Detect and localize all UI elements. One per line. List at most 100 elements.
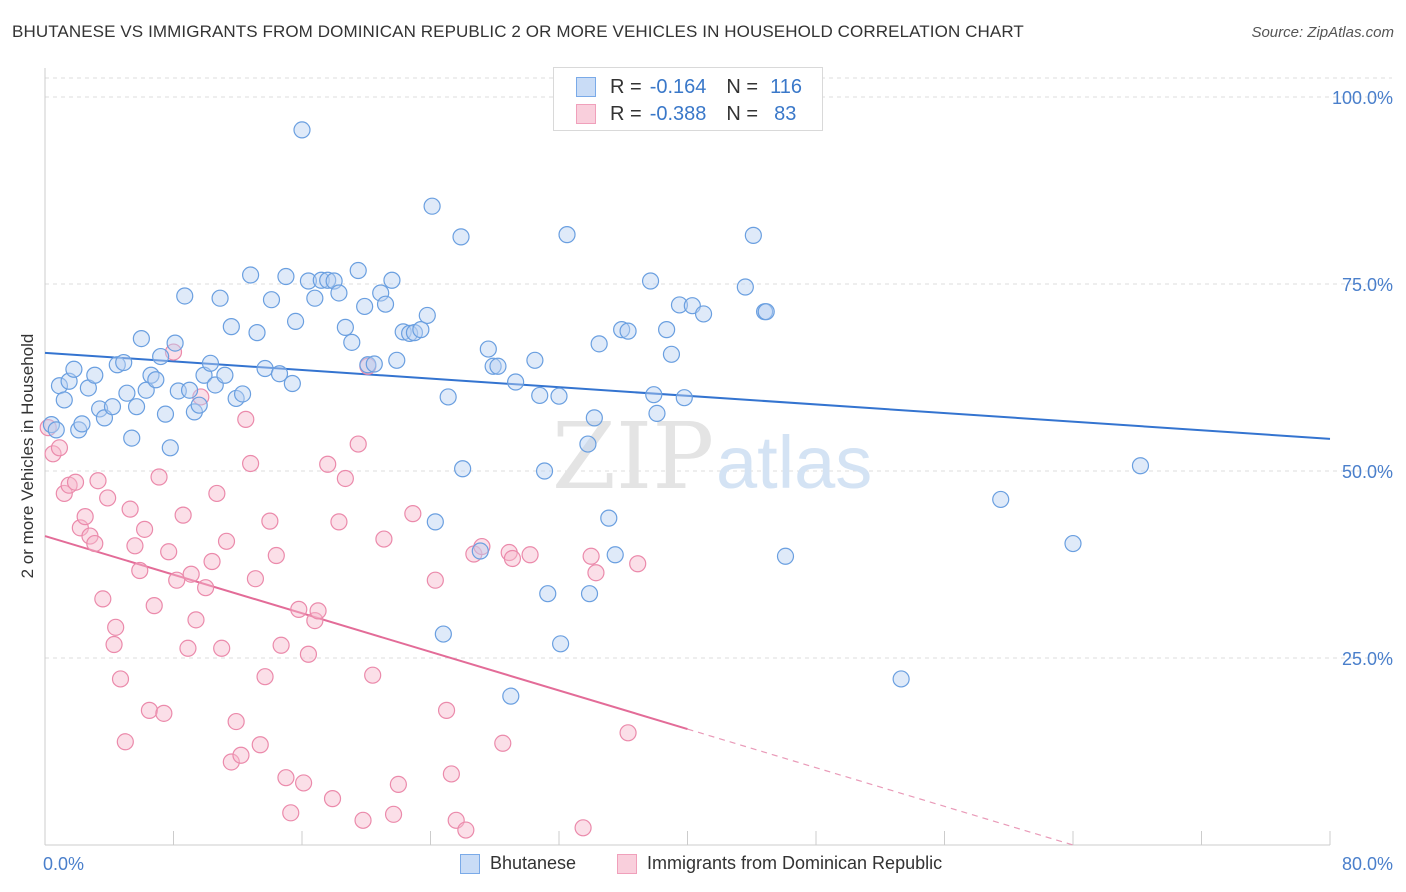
bhutanese-point	[166, 334, 184, 352]
bhutanese-point	[744, 226, 762, 244]
watermark-zip: ZIP	[552, 403, 714, 510]
dominican-point	[217, 532, 236, 550]
bhutanese-point	[299, 272, 318, 290]
dominican-point	[121, 500, 139, 518]
bhutanese-point	[365, 355, 383, 373]
bhutanese-point	[484, 357, 502, 375]
bhutanese-point	[216, 366, 234, 384]
legend-item-bhutanese[interactable]: Bhutanese	[460, 853, 576, 874]
bhutanese-point	[47, 421, 65, 439]
dominican-point	[99, 489, 117, 507]
bhutanese-point	[535, 462, 554, 480]
bhutanese-point	[580, 585, 599, 603]
dominican-point	[574, 819, 592, 837]
bhutanese-point	[115, 353, 133, 372]
bhutanese-point	[489, 357, 507, 375]
bhutanese-point	[736, 278, 754, 296]
bhutanese-point	[471, 542, 489, 560]
bhutanese-point	[283, 374, 301, 393]
dominican-point	[66, 473, 85, 491]
bhutanese-point	[412, 321, 430, 339]
dominican-point	[237, 410, 255, 428]
dominican-point	[182, 565, 200, 583]
bhutanese-point	[641, 272, 660, 290]
stats-legend: R = -0.164 N = 116 R = -0.388 N = 83	[553, 67, 823, 131]
r-value: -0.164	[649, 75, 707, 98]
dominican-point	[140, 701, 159, 719]
bhutanese-point	[892, 670, 910, 688]
trend-line-dominican	[44, 535, 688, 731]
dominican-point	[135, 520, 154, 538]
dominican-point	[277, 769, 295, 787]
dominican-point	[582, 547, 600, 565]
bhutanese-point	[306, 289, 324, 307]
watermark-atlas: atlas	[716, 421, 872, 504]
bhutanese-point	[600, 509, 618, 527]
bhutanese-point	[211, 289, 229, 307]
bhutanese-point	[359, 356, 377, 374]
bhutanese-point	[670, 296, 689, 314]
legend-label-dominican: Immigrants from Dominican Republic	[647, 853, 943, 873]
dominican-point	[364, 666, 382, 684]
dominican-point	[150, 468, 168, 486]
dominican-point	[203, 552, 221, 571]
bhutanese-point	[356, 297, 374, 316]
bhutanese-point	[383, 271, 401, 289]
bhutanese-point	[675, 389, 693, 407]
dominican-point	[197, 579, 215, 597]
n-value: 116	[770, 75, 802, 98]
bhutanese-point	[293, 121, 311, 139]
bhutanese-point	[256, 359, 274, 378]
dominican-point	[319, 455, 337, 473]
dominican-point	[354, 811, 372, 829]
dominican-point	[105, 635, 123, 654]
dominican-point	[282, 804, 300, 822]
bhutanese-point	[439, 388, 457, 406]
bhutanese-point	[152, 347, 170, 366]
bhutanese-point	[65, 360, 83, 378]
dominican-point	[494, 734, 512, 752]
dominican-point	[55, 484, 73, 503]
dominican-point	[521, 546, 539, 564]
gridlines	[45, 77, 1392, 659]
dominican-point	[44, 445, 62, 463]
bhutanese-point	[552, 635, 570, 653]
bhutanese-point	[372, 284, 390, 302]
r-label: R =	[610, 102, 642, 125]
stats-row-dominican: R = -0.388 N = 83	[554, 100, 796, 128]
bhutanese-point	[233, 385, 252, 403]
series-dominican-points	[39, 343, 647, 839]
bhutanese-point	[452, 228, 470, 246]
dominican-point	[155, 704, 173, 722]
dominican-point	[587, 564, 605, 582]
dominican-point	[330, 513, 348, 531]
bottom-legend: Bhutanese Immigrants from Dominican Repu…	[0, 851, 1406, 877]
dominican-point	[232, 746, 250, 764]
dominican-point	[126, 537, 144, 555]
bhutanese-point	[123, 429, 141, 447]
stats-row-bhutanese: R = -0.164 N = 116	[554, 73, 802, 101]
dominican-point	[208, 484, 226, 503]
bhutanese-point	[550, 387, 568, 405]
dominican-point	[227, 712, 245, 731]
dominican-point	[309, 602, 327, 620]
bhutanese-point	[180, 381, 199, 399]
chart-title: BHUTANESE VS IMMIGRANTS FROM DOMINICAN R…	[12, 22, 1024, 41]
bhutanese-point	[118, 384, 136, 402]
bhutanese-point	[147, 371, 165, 389]
dominican-point	[174, 506, 192, 524]
bhutanese-point	[349, 261, 367, 280]
bhutanese-swatch	[576, 77, 596, 97]
y-axis-label: 2 or more Vehicles in Household	[18, 334, 37, 579]
dominican-point	[246, 570, 265, 588]
dominican-point	[168, 571, 186, 589]
bhutanese-point	[376, 295, 395, 313]
bhutanese-point	[662, 345, 681, 363]
dominican-point	[131, 561, 149, 580]
bhutanese-point	[606, 546, 624, 564]
dominican-point	[89, 472, 107, 490]
bhutanese-point	[55, 391, 73, 409]
bhutanese-point	[248, 324, 266, 342]
legend-item-dominican[interactable]: Immigrants from Dominican Republic	[617, 853, 942, 874]
